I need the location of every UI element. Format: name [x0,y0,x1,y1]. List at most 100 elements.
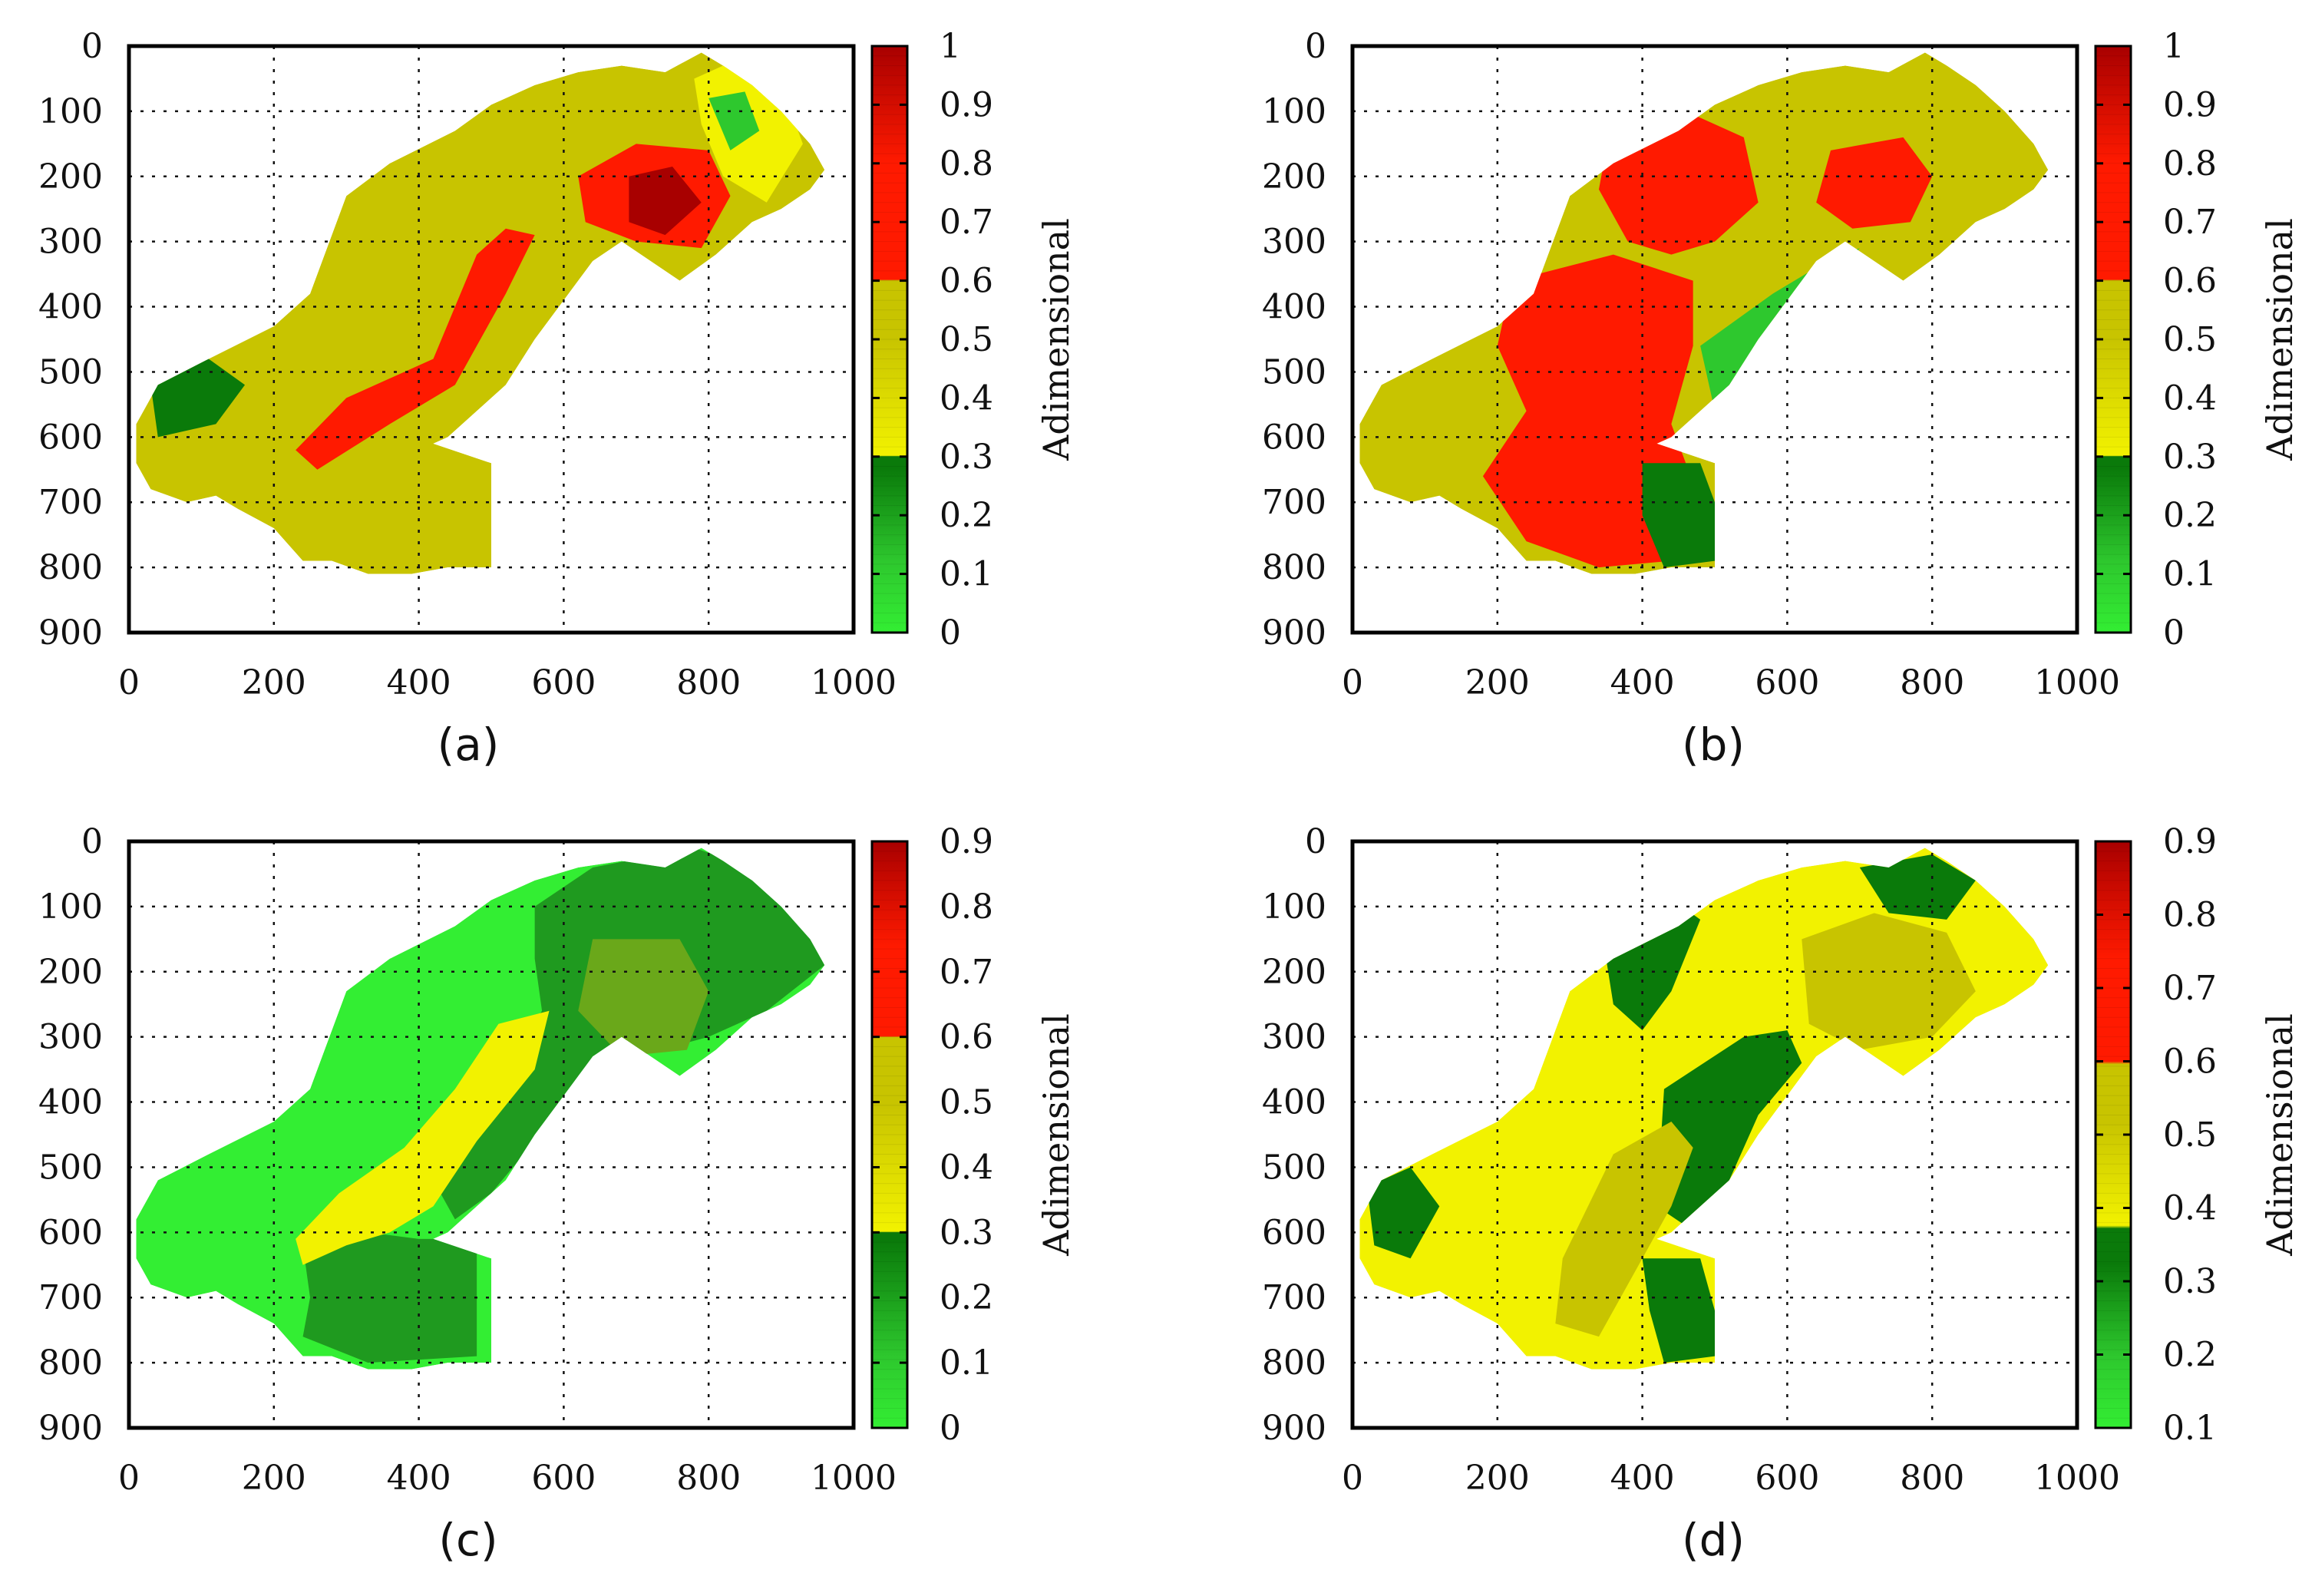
colorbar-tick-label: 0.6 [940,1018,993,1057]
map-patch [1924,52,2041,150]
y-tick-label: 800 [1262,1343,1326,1383]
colorbar-tick-label: 0.9 [2163,822,2217,861]
x-tick-label: 800 [676,1459,741,1498]
y-tick-label: 700 [1262,483,1326,522]
y-tick-label: 0 [81,822,103,861]
y-tick-label: 100 [1262,92,1326,131]
x-tick-label: 0 [118,663,140,702]
x-tick-label: 800 [1900,1459,1964,1498]
y-tick-label: 600 [38,1213,103,1252]
y-tick-label: 200 [38,157,103,197]
x-tick-label: 1000 [2034,663,2120,702]
colorbar: 1 0.9 0.8 0.7 0.6 0.5 0.4 0.3 0.2 0.1 0 Adimensiona… [2094,27,2300,653]
colorbar-tick-label: 0.4 [2163,378,2217,418]
panel-caption: (a) [438,719,500,771]
x-tick-label: 400 [1610,663,1675,702]
y-tick-label: 500 [1262,1148,1326,1187]
colorbar-tick-label: 0.2 [940,1278,993,1317]
x-tick-label: 800 [676,663,741,702]
plot-frame [127,44,856,635]
x-tick-label: 200 [242,1459,306,1498]
x-tick-label: 1000 [2034,1459,2120,1498]
map-region [1359,52,2049,574]
colorbar-tick-label: 0.8 [2163,896,2217,935]
y-tick-label: 700 [1262,1278,1326,1317]
map-region [1359,848,2049,1370]
colorbar-tick-label: 0.7 [2163,969,2217,1008]
map-region [136,848,825,1370]
colorbar-tick-label: 0.4 [940,378,993,418]
colorbar-tick-label: 0.1 [2163,555,2217,594]
y-tick-label: 600 [1262,1213,1326,1252]
x-tick-label: 600 [531,663,596,702]
colorbar-tick-label: 0.3 [940,1213,993,1252]
x-tick-label: 0 [1342,663,1363,702]
map-patch [302,1232,477,1363]
y-tick-label: 400 [1262,288,1326,327]
map-patch [150,359,246,438]
y-tick-label: 600 [1262,418,1326,457]
colorbar-frame [870,840,909,1429]
colorbar-tick-label: 0.7 [940,953,993,992]
y-tick-label: 700 [38,1278,103,1317]
colorbar-tick-label: 0.6 [2163,262,2217,301]
y-tick-label: 400 [38,288,103,327]
map-patch [1859,854,1976,920]
x-tick-label: 1000 [811,1459,897,1498]
y-tick-label: 100 [38,887,103,927]
x-tick-label: 200 [242,663,306,702]
colorbar-tick-label: 0.5 [2163,1115,2217,1155]
colorbar-tick-label: 0.2 [2163,1336,2217,1375]
x-tick-label: 0 [1342,1459,1363,1498]
colorbar-label: Adimensional [1035,218,1077,461]
colorbar-tick-label: 0.8 [2163,144,2217,183]
colorbar-tick-label: 0.8 [940,144,993,183]
y-tick-label: 300 [1262,223,1326,262]
map-patch [296,1010,550,1265]
y-tick-label: 900 [1262,613,1326,653]
x-tick-label: 200 [1465,1459,1530,1498]
y-tick-label: 500 [38,1148,103,1187]
plot-frame [1350,44,2079,635]
x-tick-label: 200 [1465,663,1530,702]
colorbar-tick-label: 0.6 [940,262,993,301]
y-tick-label: 800 [1262,548,1326,587]
x-tick-label: 600 [1755,1459,1819,1498]
map-patch [1656,1030,1802,1226]
colorbar-label: Adimensional [2259,218,2300,461]
colorbar-tick-label: 0 [940,1409,961,1448]
colorbar-tick-label: 0.9 [940,822,993,861]
colorbar-tick-label: 0.3 [940,438,993,477]
colorbar-label: Adimensional [1035,1013,1077,1257]
y-tick-label: 200 [1262,953,1326,992]
x-tick-label: 600 [1755,663,1819,702]
colorbar-tick-label: 0.5 [940,320,993,359]
y-tick-label: 900 [38,613,103,653]
map-panel-c: 0 200 400 600 800 1000 0 100 200 300 400 500 600 700 8… [38,822,1077,1566]
colorbar-tick-label: 0 [2163,613,2185,653]
y-tick-label: 0 [1305,822,1326,861]
y-tick-label: 300 [38,223,103,262]
colorbar-tick-label: 0.3 [2163,438,2217,477]
colorbar-tick-label: 0.2 [940,496,993,535]
map-region [136,52,825,574]
panel-caption: (c) [438,1514,497,1566]
y-tick-label: 0 [1305,27,1326,66]
x-tick-label: 800 [1900,663,1964,702]
map-patch [1642,1258,1715,1363]
y-tick-label: 600 [38,418,103,457]
colorbar-tick-label: 0.1 [940,1343,993,1383]
y-tick-label: 500 [38,352,103,392]
colorbar-tick-label: 0.2 [2163,496,2217,535]
colorbar-tick-label: 0.9 [2163,85,2217,124]
x-tick-label: 400 [387,1459,451,1498]
y-tick-label: 300 [1262,1018,1326,1057]
colorbar-tick-label: 0.5 [2163,320,2217,359]
colorbar-label: Adimensional [2259,1013,2300,1257]
y-tick-label: 100 [1262,887,1326,927]
map-patch [1366,1167,1440,1259]
map-patch [708,91,760,150]
panel-caption: (d) [1682,1514,1745,1566]
colorbar-tick-label: 0.9 [940,85,993,124]
